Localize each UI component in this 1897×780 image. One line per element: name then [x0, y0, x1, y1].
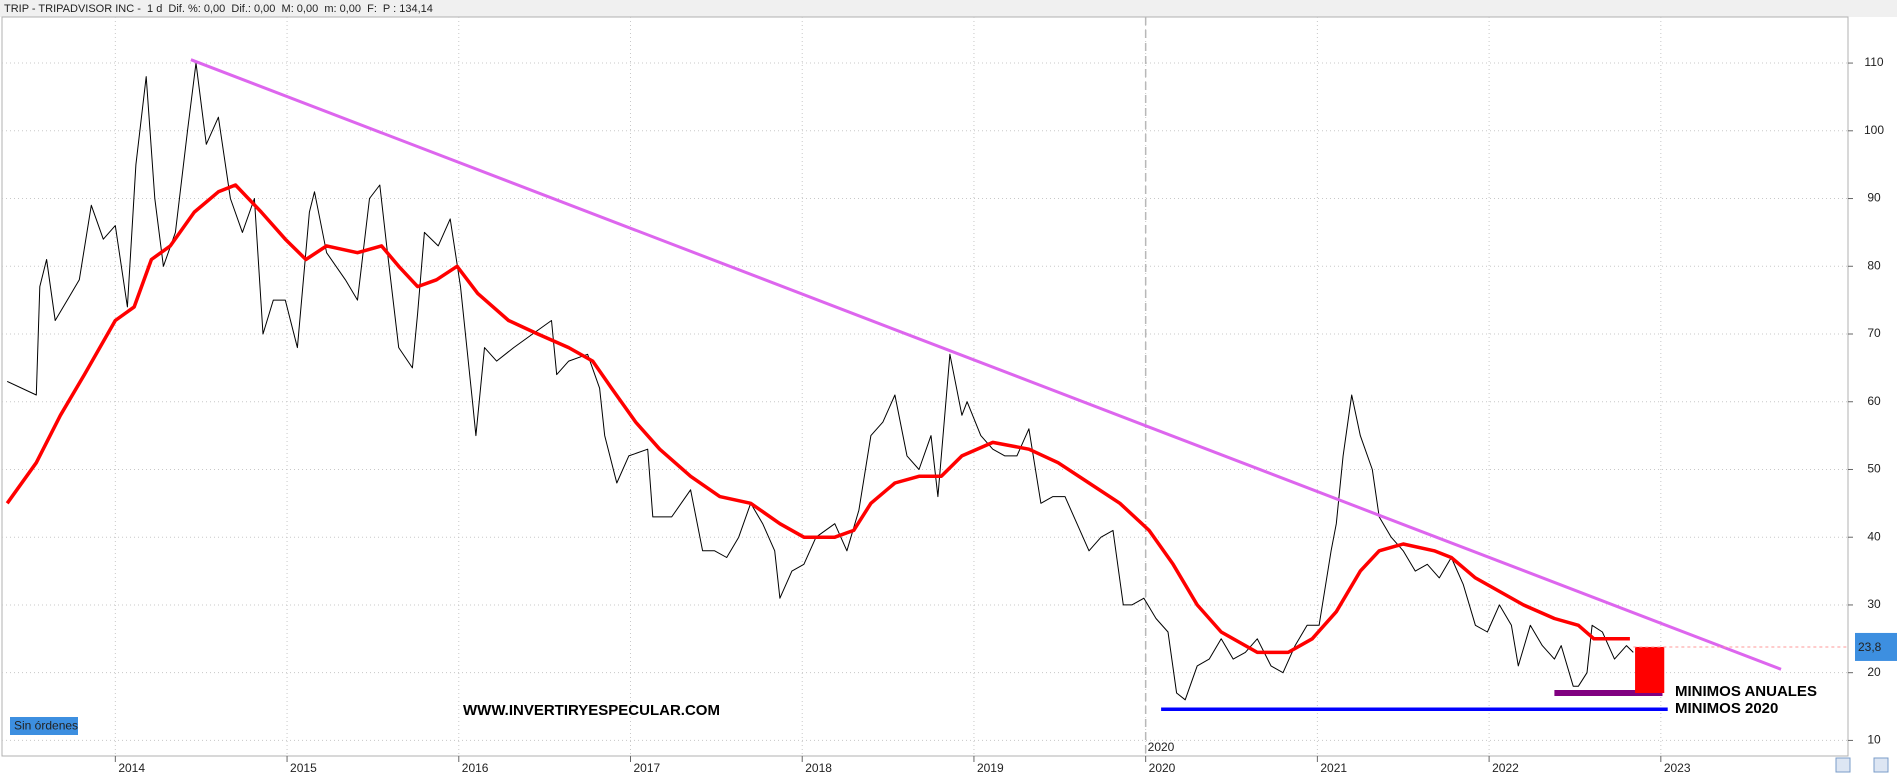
y-tick-label: 40 — [1867, 529, 1881, 543]
series-line — [6, 62, 1634, 701]
annotation: MINIMOS ANUALES — [1675, 683, 1817, 700]
y-tick-label: 100 — [1864, 123, 1884, 137]
x-tick-label: 2020 — [1149, 761, 1176, 775]
y-tick-label: 70 — [1867, 326, 1881, 340]
x-tick-label: 2015 — [290, 761, 317, 775]
last-price-label: 23,8 — [1858, 640, 1882, 654]
y-tick-label: 60 — [1867, 394, 1881, 408]
session-label: 2020 — [1148, 740, 1175, 754]
scale-icon[interactable] — [1873, 757, 1889, 773]
header-bar — [0, 0, 1897, 17]
series-line — [5, 183, 1630, 655]
y-tick-label: 110 — [1864, 55, 1883, 69]
header-info: TRIP - TRIPADVISOR INC - 1 d Dif. %: 0,0… — [4, 3, 377, 15]
zoom-icon[interactable] — [1835, 757, 1851, 773]
x-tick-label: 2022 — [1492, 761, 1519, 775]
y-tick-label: 30 — [1867, 597, 1881, 611]
x-tick-label: 2021 — [1320, 761, 1347, 775]
x-tick-label: 2016 — [462, 761, 489, 775]
x-tick-label: 2023 — [1664, 761, 1691, 775]
x-tick-label: 2018 — [805, 761, 832, 775]
header-price: P : 134,14 — [383, 3, 433, 15]
x-tick-label: 2017 — [633, 761, 660, 775]
y-tick-label: 10 — [1867, 733, 1881, 747]
annotation: MINIMOS 2020 — [1675, 700, 1778, 717]
y-tick-label: 80 — [1867, 258, 1881, 272]
x-tick-label: 2014 — [118, 761, 145, 775]
status-label: Sin órdenes — [14, 719, 78, 733]
y-tick-label: 50 — [1867, 462, 1881, 476]
status-badge — [10, 717, 78, 735]
annotation: WWW.INVERTIRYESPECULAR.COM — [463, 702, 720, 719]
x-tick-label: 2019 — [977, 761, 1004, 775]
y-tick-label: 20 — [1867, 665, 1881, 679]
y-tick-label: 90 — [1867, 191, 1881, 205]
zone — [1635, 646, 1665, 694]
last-price-tag — [1855, 632, 1897, 661]
series-line — [190, 58, 1782, 671]
plot-area — [1, 16, 1849, 757]
